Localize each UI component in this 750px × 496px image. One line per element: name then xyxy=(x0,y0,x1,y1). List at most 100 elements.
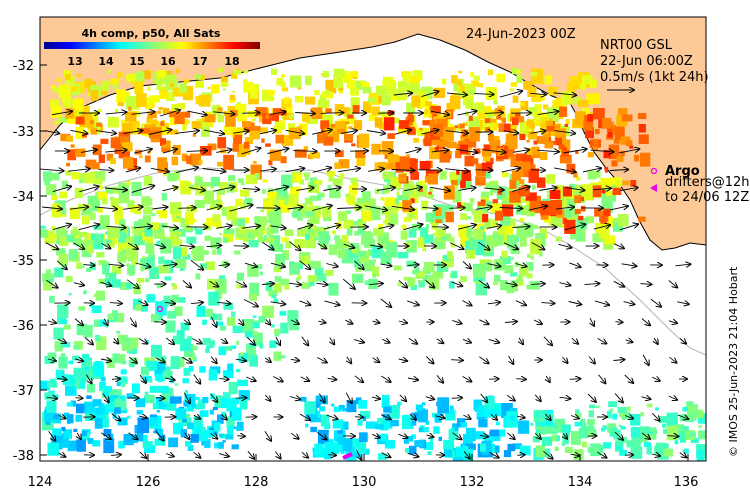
sst-pixel xyxy=(401,414,414,430)
sst-pixel xyxy=(503,450,512,458)
sst-pixel xyxy=(338,404,345,410)
sst-pixel xyxy=(50,106,62,118)
current-vector xyxy=(342,278,355,289)
sst-pixel xyxy=(388,213,399,225)
sst-pixel xyxy=(510,415,515,421)
sst-pixel xyxy=(458,70,463,74)
sst-pixel xyxy=(121,142,133,152)
sst-pixel xyxy=(49,295,55,303)
current-vector xyxy=(206,206,222,211)
sst-pixel xyxy=(565,434,570,439)
sst-pixel xyxy=(164,276,172,281)
lon-tick-label: 124 xyxy=(28,475,53,490)
sst-pixel xyxy=(452,423,459,431)
sst-pixel xyxy=(66,162,70,167)
current-vector xyxy=(369,245,382,247)
sst-pixel xyxy=(566,82,575,94)
sst-pixel xyxy=(443,127,454,142)
current-vector xyxy=(270,112,285,115)
sst-pixel xyxy=(602,425,607,430)
sst-pixel xyxy=(151,344,162,357)
sst-pixel xyxy=(161,222,168,229)
sst-pixel xyxy=(240,352,244,356)
current-vector xyxy=(354,260,363,269)
current-vector xyxy=(398,280,407,288)
sst-pixel xyxy=(160,121,165,126)
sst-pixel xyxy=(348,185,358,195)
sst-pixel xyxy=(478,201,485,206)
sst-pixel xyxy=(173,171,181,181)
sst-pixel xyxy=(485,172,491,179)
sst-pixel xyxy=(587,419,595,425)
sst-pixel xyxy=(48,172,60,181)
sst-pixel xyxy=(469,116,480,126)
current-vector xyxy=(368,169,384,172)
current-vector xyxy=(98,170,114,171)
sst-pixel xyxy=(517,169,530,178)
sst-pixel xyxy=(65,276,73,282)
sst-pixel xyxy=(439,140,449,147)
sst-pixel xyxy=(269,340,277,348)
sst-pixel xyxy=(390,176,402,189)
sst-pixel xyxy=(221,207,229,217)
sst-pixel xyxy=(249,130,260,140)
sst-pixel xyxy=(118,189,130,204)
sst-pixel xyxy=(106,401,115,409)
sst-pixel xyxy=(199,410,209,417)
sst-pixel xyxy=(639,434,648,443)
current-vector xyxy=(190,259,203,270)
sst-pixel xyxy=(151,222,160,231)
sst-pixel xyxy=(175,408,187,420)
sst-pixel xyxy=(94,233,103,245)
sst-pixel xyxy=(75,385,79,390)
sst-pixel xyxy=(53,327,64,340)
current-vector xyxy=(625,340,633,342)
sst-pixel xyxy=(361,191,371,202)
sst-pixel xyxy=(380,197,384,201)
sst-pixel xyxy=(268,159,273,166)
current-vector xyxy=(408,337,417,344)
sst-pixel xyxy=(51,433,63,450)
sst-pixel xyxy=(328,244,338,255)
sst-pixel xyxy=(209,340,216,346)
product-time: 22-Jun 06:00Z xyxy=(600,54,693,69)
sst-pixel xyxy=(225,345,232,351)
current-vector xyxy=(679,338,686,343)
sst-pixel xyxy=(222,234,234,242)
sst-pixel xyxy=(173,87,183,97)
sst-pixel xyxy=(508,123,517,133)
sst-pixel xyxy=(100,405,109,415)
sst-pixel xyxy=(125,337,130,343)
sst-pixel xyxy=(82,366,94,380)
sst-pixel xyxy=(601,118,612,129)
sst-pixel xyxy=(252,84,259,91)
sst-pixel xyxy=(140,261,144,266)
current-vector xyxy=(206,245,222,246)
sst-pixel xyxy=(87,93,91,96)
sst-pixel xyxy=(630,414,641,426)
sst-pixel xyxy=(406,240,417,253)
sst-pixel xyxy=(331,403,335,407)
sst-pixel xyxy=(534,208,541,214)
sst-pixel xyxy=(78,306,86,311)
sst-pixel xyxy=(421,402,426,405)
current-vector xyxy=(83,265,94,266)
sst-pixel xyxy=(252,315,257,318)
sst-pixel xyxy=(96,290,105,301)
sst-pixel xyxy=(228,175,236,182)
sst-pixel xyxy=(353,120,363,130)
current-vector xyxy=(445,131,468,134)
current-vector xyxy=(259,130,276,135)
current-vector xyxy=(553,93,577,95)
sst-pixel xyxy=(55,369,64,380)
sst-pixel xyxy=(289,75,302,88)
sst-pixel xyxy=(400,230,408,240)
sst-pixel xyxy=(116,330,120,334)
sst-pixel xyxy=(424,109,428,115)
sst-pixel xyxy=(176,216,181,219)
current-vector xyxy=(484,113,503,114)
sst-pixel xyxy=(262,113,272,125)
sst-pixel xyxy=(158,106,163,110)
sst-pixel xyxy=(146,360,157,371)
sst-pixel xyxy=(281,174,293,189)
